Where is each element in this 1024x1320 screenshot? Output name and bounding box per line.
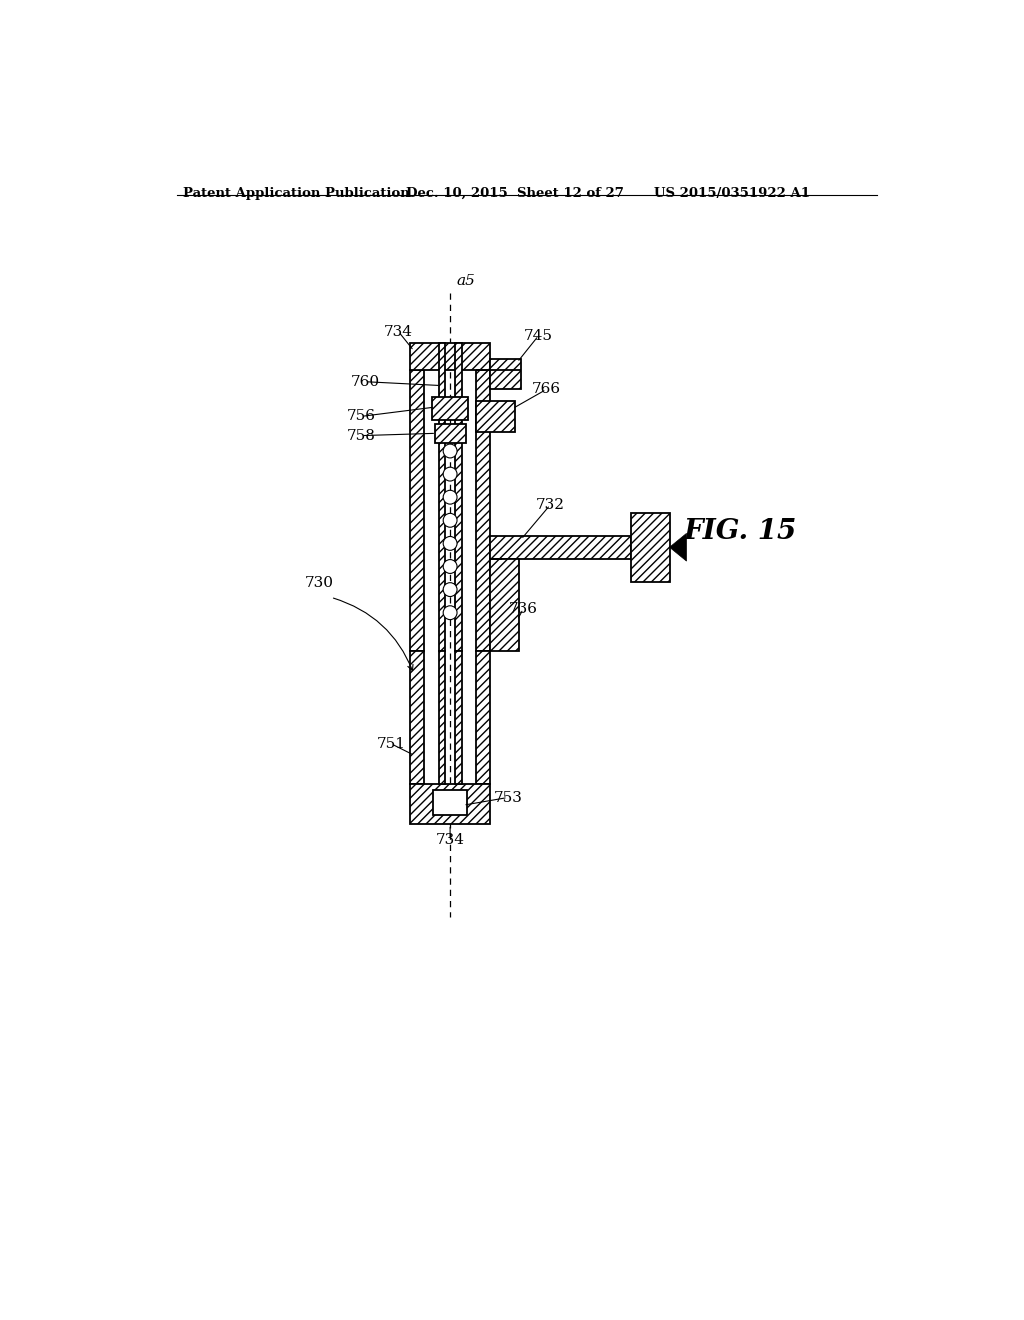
Bar bbox=[631, 512, 670, 582]
Bar bbox=[410, 343, 490, 370]
Text: 756: 756 bbox=[347, 409, 376, 424]
Bar bbox=[435, 424, 466, 444]
Circle shape bbox=[443, 560, 457, 573]
Text: 753: 753 bbox=[494, 791, 522, 804]
Text: Patent Application Publication: Patent Application Publication bbox=[183, 187, 410, 199]
Bar bbox=[490, 536, 631, 558]
Text: 760: 760 bbox=[351, 375, 380, 388]
Circle shape bbox=[443, 513, 457, 527]
Text: 732: 732 bbox=[536, 498, 564, 512]
Polygon shape bbox=[670, 533, 686, 561]
Text: 758: 758 bbox=[347, 429, 376, 442]
Circle shape bbox=[443, 490, 457, 504]
Text: Dec. 10, 2015  Sheet 12 of 27: Dec. 10, 2015 Sheet 12 of 27 bbox=[407, 187, 624, 199]
Bar bbox=[410, 651, 424, 784]
Bar bbox=[455, 651, 462, 784]
Bar bbox=[432, 397, 468, 420]
Bar bbox=[476, 651, 490, 784]
Circle shape bbox=[443, 536, 457, 550]
Text: FIG. 15: FIG. 15 bbox=[683, 519, 797, 545]
Circle shape bbox=[443, 444, 457, 458]
Bar bbox=[410, 370, 424, 651]
Text: 734: 734 bbox=[435, 833, 465, 847]
Circle shape bbox=[443, 606, 457, 619]
Bar bbox=[476, 401, 515, 432]
Text: a5: a5 bbox=[457, 273, 475, 288]
Bar bbox=[490, 359, 521, 389]
Bar bbox=[490, 558, 519, 651]
Text: 734: 734 bbox=[384, 325, 413, 339]
Text: 766: 766 bbox=[531, 383, 561, 396]
Text: 730: 730 bbox=[305, 577, 334, 590]
Text: US 2015/0351922 A1: US 2015/0351922 A1 bbox=[654, 187, 810, 199]
Circle shape bbox=[443, 582, 457, 597]
Bar bbox=[433, 789, 467, 816]
Circle shape bbox=[443, 467, 457, 480]
Bar bbox=[455, 343, 462, 651]
Bar bbox=[438, 651, 445, 784]
Text: 751: 751 bbox=[377, 737, 406, 751]
Bar bbox=[410, 784, 490, 825]
Bar bbox=[476, 370, 490, 651]
Text: 736: 736 bbox=[509, 602, 538, 616]
Bar bbox=[438, 343, 445, 651]
Text: 745: 745 bbox=[524, 329, 553, 342]
